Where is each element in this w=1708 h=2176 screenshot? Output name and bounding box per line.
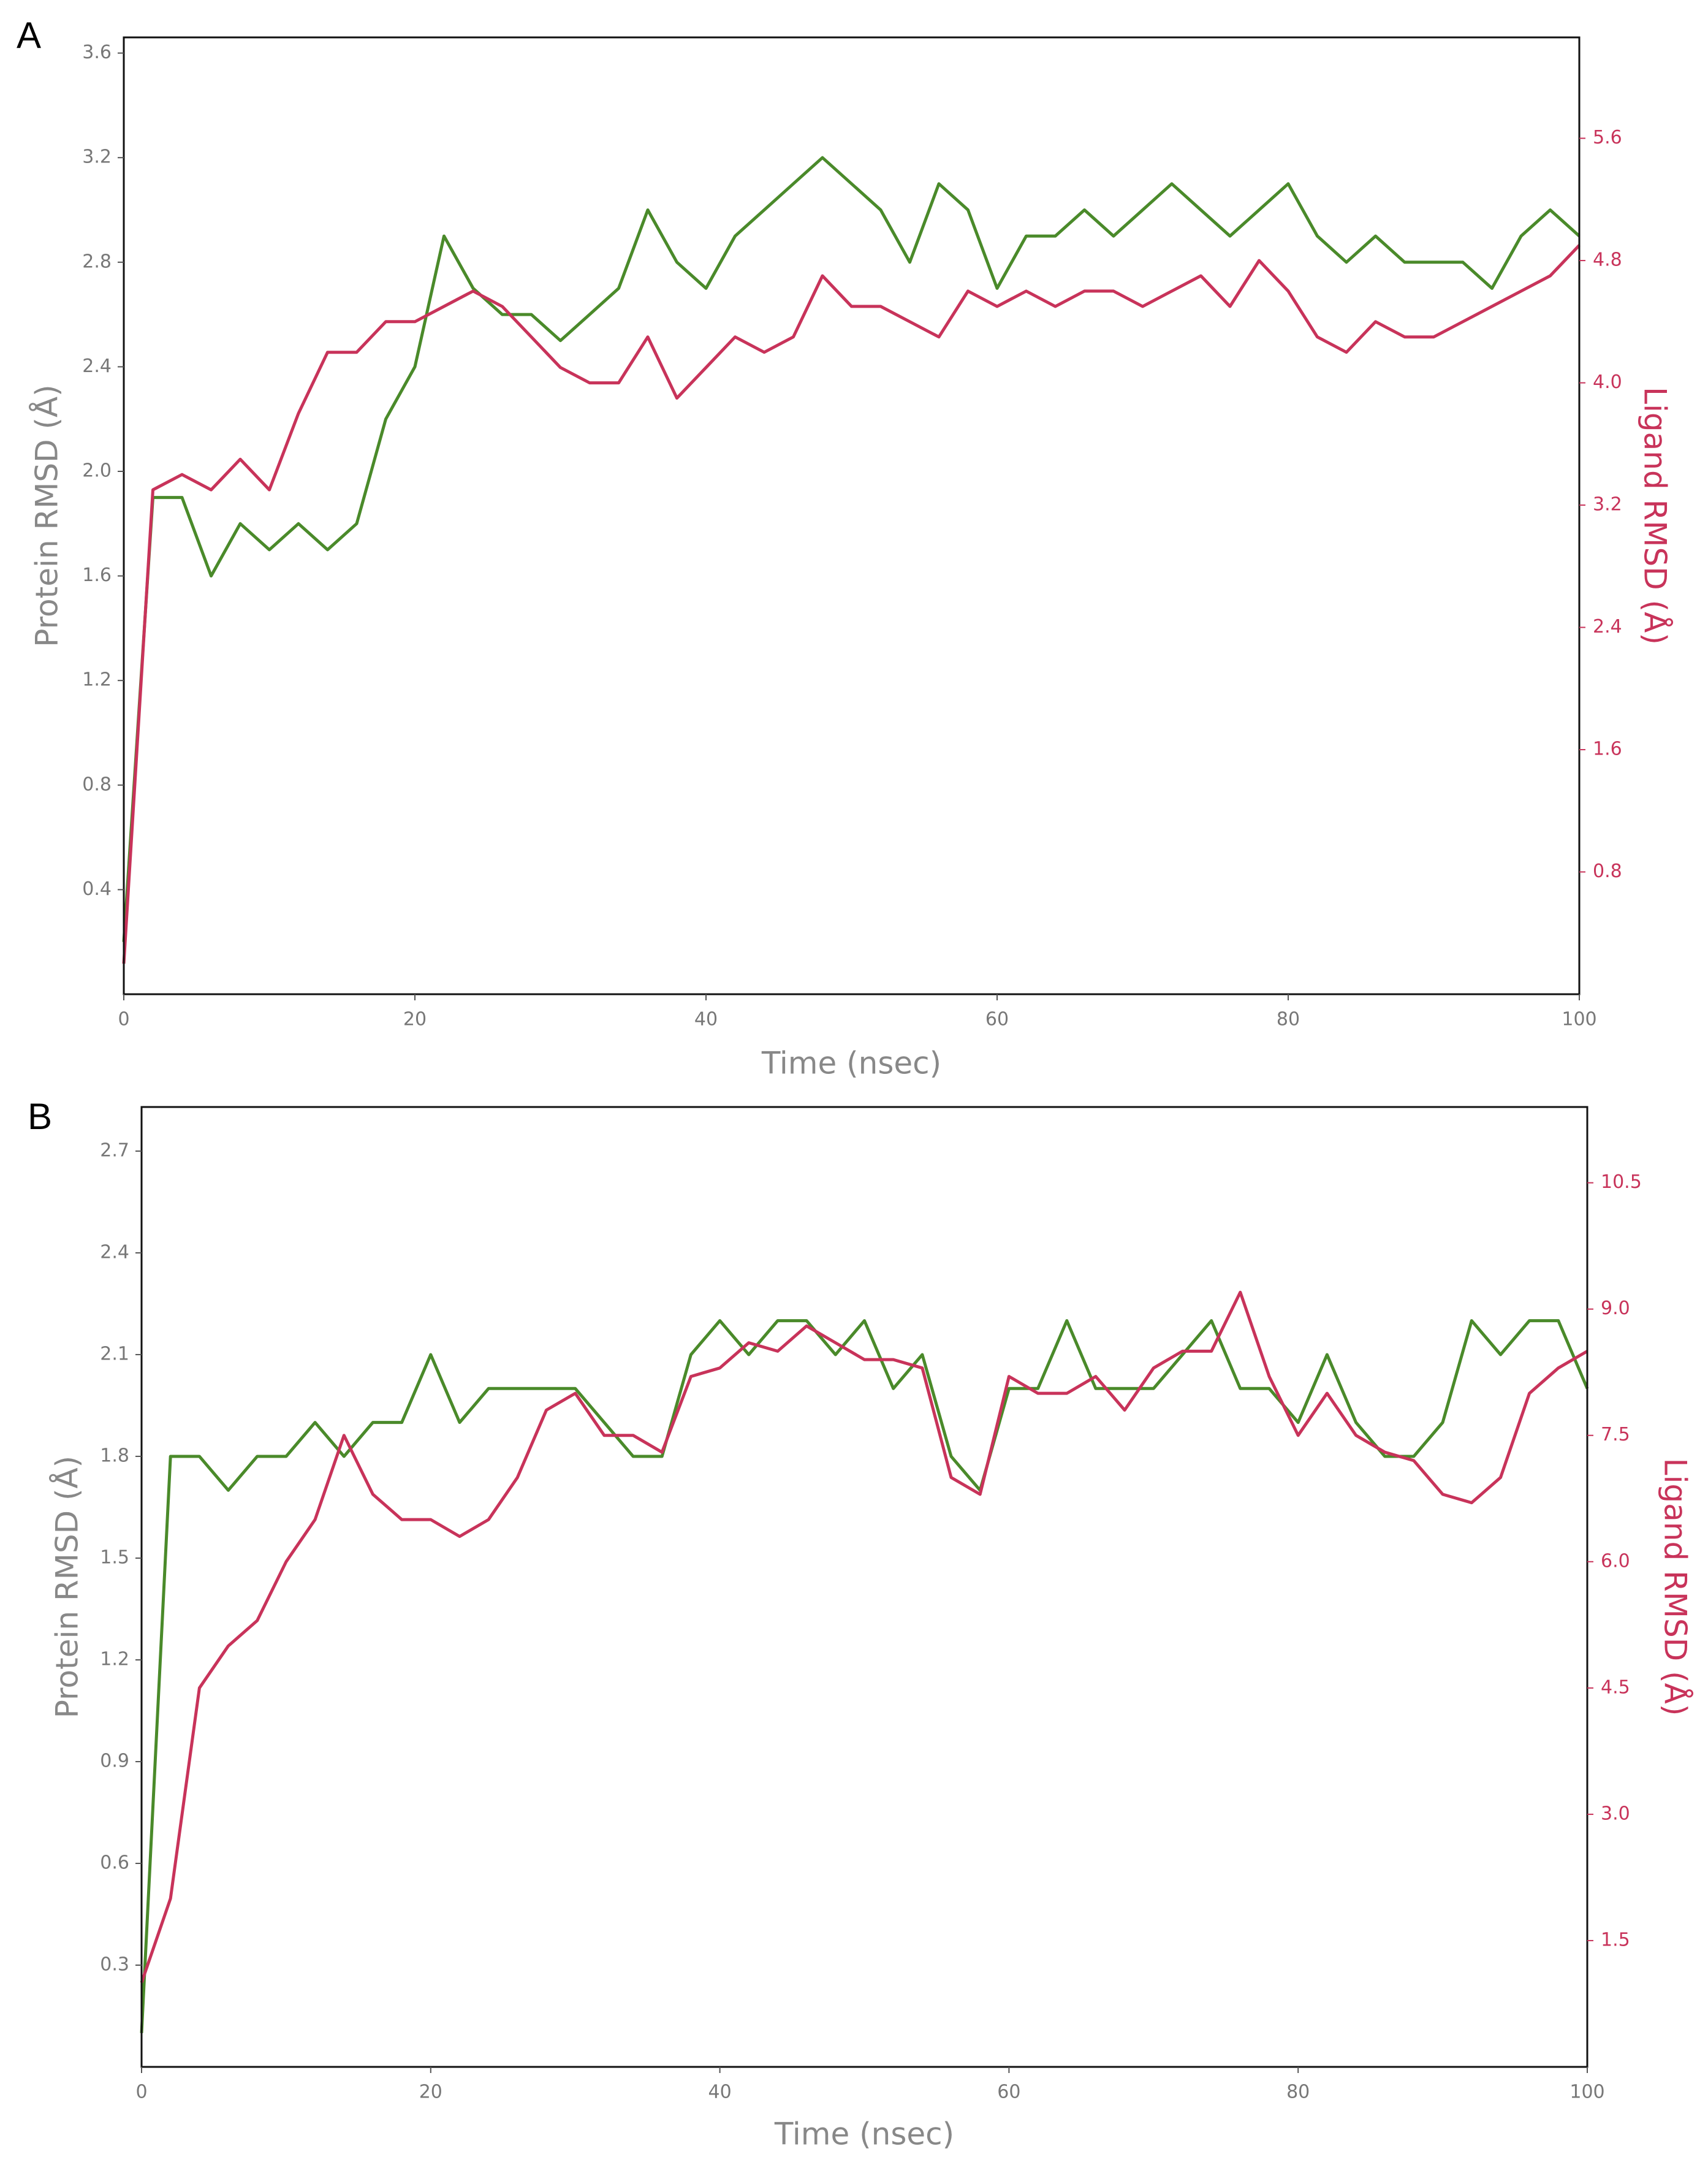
y2-tick-label: 7.5 (1601, 1424, 1630, 1445)
y2-tick-label: 9.0 (1601, 1298, 1630, 1319)
plot-frame (123, 36, 1581, 995)
y2-tick-label: 2.4 (1593, 616, 1622, 637)
panel-label: A (17, 15, 41, 56)
y-tick-label: 1.2 (100, 1648, 129, 1670)
y2-tick-label: 6.0 (1601, 1550, 1630, 1572)
x-tick-label: 20 (419, 2082, 442, 2103)
y-tick-label: 1.5 (100, 1546, 129, 1568)
y2-tick-label: 4.0 (1593, 371, 1622, 393)
y-tick-label: 2.4 (100, 1241, 129, 1263)
x-tick-label: 40 (694, 1009, 718, 1030)
x-tick-label: 80 (1286, 2082, 1310, 2103)
y-tick-label: 0.4 (82, 878, 112, 900)
x-tick-label: 80 (1277, 1009, 1300, 1030)
y2-tick-label: 5.6 (1593, 127, 1622, 148)
y-axis-label: Protein RMSD (Å) (29, 384, 65, 647)
data-line (122, 156, 1581, 942)
y2-tick-label: 1.5 (1601, 1929, 1630, 1950)
panel-label: B (28, 1096, 52, 1137)
plot-frame (140, 1106, 1588, 2068)
y-tick-label: 0.9 (100, 1750, 129, 1771)
y-tick-label: 3.2 (82, 146, 112, 168)
y-tick-label: 2.0 (82, 460, 112, 481)
x-tick-label: 60 (997, 2082, 1020, 2103)
y2-tick-label: 3.2 (1593, 494, 1622, 515)
y2-tick-label: 0.8 (1593, 861, 1622, 882)
y2-axis-label: Ligand RMSD (Å) (1638, 387, 1673, 645)
y-tick-label: 0.8 (82, 774, 112, 795)
y2-tick-label: 4.8 (1593, 249, 1622, 271)
data-line (140, 1290, 1588, 1984)
y-tick-label: 0.3 (100, 1953, 129, 1975)
y-tick-label: 3.6 (82, 42, 112, 63)
x-axis-label: Time (nsec) (761, 1046, 941, 1081)
y2-axis-label: Ligand RMSD (Å) (1658, 1458, 1693, 1716)
x-tick-label: 0 (135, 2082, 147, 2103)
y-tick-label: 0.6 (100, 1852, 129, 1873)
y2-tick-label: 3.0 (1601, 1803, 1630, 1824)
y2-tick-label: 10.5 (1601, 1171, 1642, 1193)
x-tick-label: 20 (403, 1009, 427, 1030)
x-tick-label: 100 (1569, 2082, 1604, 2103)
y2-tick-label: 4.5 (1601, 1676, 1630, 1698)
x-tick-label: 0 (118, 1009, 129, 1030)
y2-tick-label: 1.6 (1593, 739, 1622, 760)
y-tick-label: 2.1 (100, 1343, 129, 1364)
x-tick-label: 60 (985, 1009, 1009, 1030)
y-tick-label: 2.4 (82, 356, 112, 377)
x-axis-label: Time (nsec) (774, 2117, 954, 2152)
y-tick-label: 1.6 (82, 565, 112, 586)
y-tick-label: 1.8 (100, 1445, 129, 1466)
x-tick-label: 40 (708, 2082, 732, 2103)
y-tick-label: 1.2 (82, 669, 112, 691)
x-tick-label: 100 (1562, 1009, 1596, 1030)
y-tick-label: 2.8 (82, 251, 112, 272)
y-axis-label: Protein RMSD (Å) (50, 1456, 85, 1718)
y-tick-label: 2.7 (100, 1139, 129, 1161)
data-line (140, 1319, 1589, 2033)
data-line (122, 244, 1581, 964)
